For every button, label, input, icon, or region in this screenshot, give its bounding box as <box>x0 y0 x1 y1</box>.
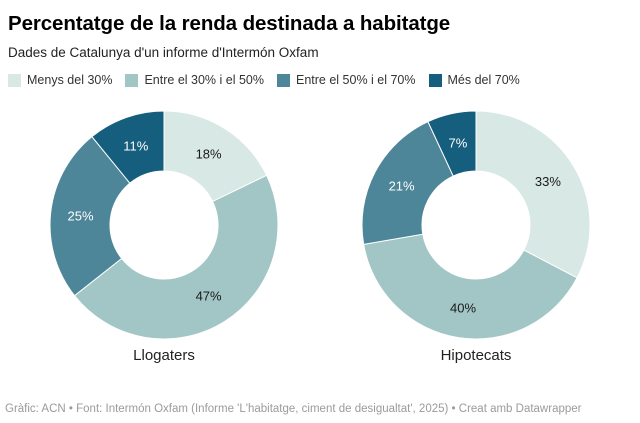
donut-slice <box>363 233 578 340</box>
legend-swatch-icon <box>125 73 139 87</box>
legend-item-0: Menys del 30% <box>8 73 112 87</box>
donut-svg: 18% 47% 25% 11% <box>49 110 279 340</box>
page-title: Percentatge de la renda destinada a habi… <box>8 12 451 35</box>
charts-row: 18% 47% 25% 11% Llogaters 33% 40% 21% 7% Hipot… <box>8 109 632 364</box>
donut-slice <box>163 110 268 203</box>
donut-slice <box>475 110 591 279</box>
chart-page: Percentatge de la renda destinada a habi… <box>8 12 632 364</box>
legend-label: Entre el 50% i el 70% <box>295 73 416 87</box>
donut-slice <box>427 110 477 177</box>
slice-label: 11% <box>123 138 148 153</box>
chart-caption: Hipotecats <box>440 347 512 364</box>
legend-item-2: Entre el 50% i el 70% <box>276 73 416 87</box>
legend-swatch-icon <box>276 73 290 87</box>
donut-slice <box>91 110 165 184</box>
chart-caption: Llogaters <box>133 347 195 364</box>
legend-item-3: Més del 70% <box>428 73 520 87</box>
donut-slice <box>361 120 454 245</box>
donut-chart-hipotecats: 33% 40% 21% 7% Hipotecats <box>320 109 632 364</box>
legend-label: Menys del 30% <box>27 73 113 87</box>
donut-svg: 33% 40% 21% 7% <box>361 110 591 340</box>
slice-label: 25% <box>67 208 93 223</box>
legend-label: Més del 70% <box>447 73 520 87</box>
credit-line: Gràfic: ACN • Font: Intermón Oxfam (Info… <box>5 403 582 415</box>
slice-label: 40% <box>450 301 476 316</box>
slice-label: 47% <box>196 289 222 304</box>
slice-label: 21% <box>389 179 415 194</box>
donut-chart-llogaters: 18% 47% 25% 11% Llogaters <box>8 109 320 364</box>
donut-slice <box>73 174 279 340</box>
legend: Menys del 30% Entre el 30% i el 50% Entre … <box>8 73 632 87</box>
legend-swatch-icon <box>428 73 442 87</box>
page-subtitle: Dades de Catalunya d'un informe d'Interm… <box>8 45 319 60</box>
slice-label: 33% <box>535 174 561 189</box>
legend-swatch-icon <box>8 73 21 87</box>
legend-item-1: Entre el 30% i el 50% <box>125 73 264 87</box>
legend-label: Entre el 30% i el 50% <box>144 73 264 87</box>
slice-label: 7% <box>449 136 468 151</box>
donut-slice <box>49 135 131 297</box>
slice-label: 18% <box>196 146 222 161</box>
